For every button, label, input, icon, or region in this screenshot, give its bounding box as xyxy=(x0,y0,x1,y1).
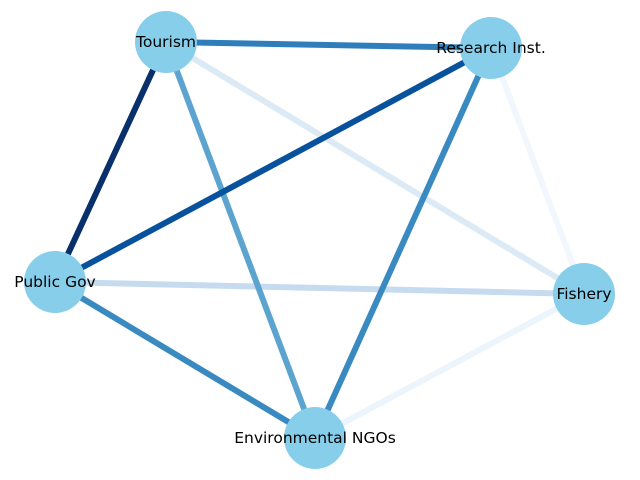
node-fishery[interactable]: Fishery xyxy=(553,263,615,325)
edge-research-ngos xyxy=(312,46,494,440)
node-label: Research Inst. xyxy=(436,39,546,57)
node-research-inst[interactable]: Research Inst. xyxy=(436,17,546,79)
edge-tourism-public_gov xyxy=(52,40,169,284)
node-circle xyxy=(24,251,86,313)
edges-layer xyxy=(52,39,587,441)
node-environmental-ngos[interactable]: Environmental NGOs xyxy=(234,407,396,469)
node-circle xyxy=(135,11,197,73)
edge-tourism-ngos xyxy=(163,40,318,440)
edge-public_gov-fishery xyxy=(54,279,585,297)
node-label: Environmental NGOs xyxy=(234,429,396,447)
node-label: Fishery xyxy=(556,285,611,303)
node-label: Tourism xyxy=(135,33,196,51)
edge-tourism-research xyxy=(165,39,492,51)
node-circle xyxy=(553,263,615,325)
edge-public_gov-ngos xyxy=(53,279,317,441)
node-circle xyxy=(460,17,522,79)
node-tourism[interactable]: Tourism xyxy=(135,11,197,73)
edge-fishery-ngos xyxy=(313,291,586,441)
edge-fishery-research xyxy=(488,46,587,296)
node-circle xyxy=(284,407,346,469)
edge-public_gov-research xyxy=(53,45,493,285)
edge-tourism-fishery xyxy=(164,39,586,297)
node-public-gov[interactable]: Public Gov xyxy=(14,251,96,313)
node-label: Public Gov xyxy=(14,273,95,291)
